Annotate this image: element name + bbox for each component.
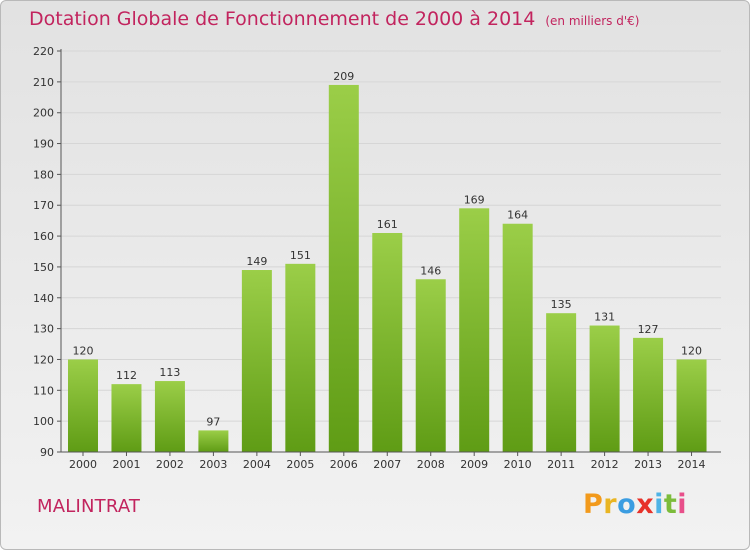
x-tick-label: 2008	[417, 458, 445, 471]
bar-2007	[372, 232, 403, 452]
bar-value-label: 112	[116, 369, 137, 382]
bar-2006	[328, 84, 359, 452]
y-tick-label: 90	[40, 446, 54, 459]
bar-value-label: 151	[290, 249, 311, 262]
bar-2010	[502, 223, 533, 452]
axes	[57, 49, 721, 456]
x-tick-label: 2003	[199, 458, 227, 471]
x-tick-label: 2004	[243, 458, 271, 471]
x-tick-label: 2009	[460, 458, 488, 471]
y-tick-label: 110	[33, 384, 54, 397]
bar-value-label: 97	[206, 415, 220, 428]
bar-value-label: 120	[73, 344, 94, 357]
x-tick-label: 2012	[591, 458, 619, 471]
bar-value-label: 120	[681, 344, 702, 357]
bar-value-label: 131	[594, 311, 615, 324]
bar-2013	[633, 337, 664, 452]
bar-2008	[415, 279, 446, 452]
commune-name: MALINTRAT	[37, 496, 141, 517]
bar-2003	[198, 430, 229, 452]
bars	[68, 84, 707, 452]
x-tick-label: 2006	[330, 458, 358, 471]
logo-letter: t	[663, 489, 678, 520]
y-tick-label: 220	[33, 45, 54, 58]
x-tick-label: 2000	[69, 458, 97, 471]
y-tick-label: 130	[33, 323, 54, 336]
y-tick-label: 200	[33, 107, 54, 120]
bar-value-label: 169	[464, 193, 485, 206]
bar-2009	[459, 208, 490, 452]
bar-2011	[546, 313, 577, 452]
y-tick-label: 170	[33, 199, 54, 212]
x-tick-label: 2001	[112, 458, 140, 471]
logo-letter: r	[603, 489, 618, 520]
x-tick-label: 2002	[156, 458, 184, 471]
bar-2014	[676, 359, 707, 452]
proxiti-logo[interactable]: Proxiti	[583, 489, 687, 520]
bar-value-label: 127	[638, 323, 659, 336]
x-tick-label: 2007	[373, 458, 401, 471]
logo-letter: o	[617, 489, 637, 520]
x-tick-label: 2013	[634, 458, 662, 471]
y-tick-label: 160	[33, 230, 54, 243]
bar-value-label: 149	[246, 255, 267, 268]
y-tick-label: 190	[33, 138, 54, 151]
x-tick-label: 2005	[286, 458, 314, 471]
bar-value-label: 164	[507, 209, 528, 222]
y-tick-label: 150	[33, 261, 54, 274]
y-tick-label: 140	[33, 292, 54, 305]
logo-letter: i	[677, 489, 688, 520]
bar-value-label: 146	[420, 264, 441, 277]
bar-2005	[285, 263, 316, 452]
y-tick-label: 210	[33, 76, 54, 89]
chart-title-block: Dotation Globale de Fonctionnement de 20…	[29, 8, 639, 30]
logo-letter: x	[636, 489, 655, 520]
bar-2012	[589, 325, 620, 452]
labels: 90 100 110 120 130 140 150 160 170 180 190 200 210 22…	[33, 45, 706, 471]
logo-letter: i	[654, 489, 664, 520]
x-tick-label: 2011	[547, 458, 575, 471]
y-tick-label: 100	[33, 415, 54, 428]
chart-unit: (en milliers d'€)	[545, 14, 640, 28]
bar-2002	[154, 381, 185, 452]
bar-2000	[68, 359, 98, 452]
bar-2004	[241, 270, 272, 452]
y-tick-label: 120	[33, 353, 54, 366]
logo-letter: P	[583, 489, 604, 520]
chart-title: Dotation Globale de Fonctionnement de 20…	[29, 8, 536, 30]
bar-2001	[111, 384, 142, 452]
y-tick-label: 180	[33, 168, 54, 181]
bar-value-label: 209	[333, 70, 354, 83]
bar-value-label: 113	[159, 366, 180, 379]
x-tick-label: 2010	[504, 458, 532, 471]
x-tick-label: 2014	[678, 458, 706, 471]
bar-value-label: 161	[377, 218, 398, 231]
bar-value-label: 135	[551, 298, 572, 311]
